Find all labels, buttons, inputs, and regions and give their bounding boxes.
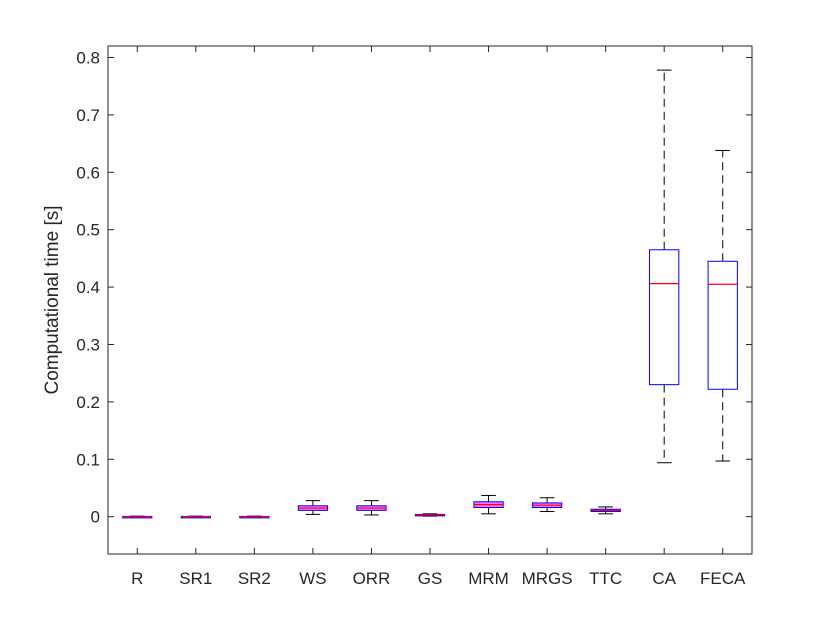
box-sr2 xyxy=(239,515,270,519)
y-axis-label: Computational time [s] xyxy=(42,205,63,394)
box-feca xyxy=(707,149,738,462)
box-ttc xyxy=(590,506,621,515)
x-tick-label: TTC xyxy=(589,569,622,588)
box-mrm xyxy=(473,494,504,515)
x-tick-label: ORR xyxy=(353,569,391,588)
y-tick-label: 0.3 xyxy=(76,335,100,354)
y-tick-label: 0.6 xyxy=(76,163,100,182)
y-axis: 0 0.1 0.2 0.3 0.4 0.5 0.6 0.7 0.8 xyxy=(76,48,752,527)
y-tick-label: 0.2 xyxy=(76,393,100,412)
x-tick-label: R xyxy=(131,569,143,588)
x-tick-label: FECA xyxy=(700,569,746,588)
x-tick-label: WS xyxy=(299,569,326,588)
x-tick-label: MRM xyxy=(468,569,509,588)
x-tick-label: SR2 xyxy=(238,569,271,588)
y-tick-label: 0.1 xyxy=(76,450,100,469)
x-tick-label: MRGS xyxy=(522,569,573,588)
box-orr xyxy=(356,500,387,516)
x-tick-label: GS xyxy=(418,569,443,588)
box-gs xyxy=(414,513,446,517)
box-ca xyxy=(649,69,680,464)
x-tick-label: SR1 xyxy=(179,569,212,588)
iqr-box xyxy=(649,249,680,386)
y-tick-label: 0.5 xyxy=(76,221,100,240)
y-tick-label: 0 xyxy=(91,508,100,527)
x-tick-label: CA xyxy=(652,569,676,588)
box-r xyxy=(122,515,153,519)
y-tick-label: 0.7 xyxy=(76,106,100,125)
y-tick-label: 0.4 xyxy=(76,278,100,297)
x-axis: R SR1 SR2 WS ORR GS MRM MRGS TTC CA FECA xyxy=(131,46,746,588)
boxes-group xyxy=(122,69,738,519)
box-sr1 xyxy=(180,515,211,519)
y-tick-label: 0.8 xyxy=(76,48,100,67)
box-ws xyxy=(297,500,329,515)
iqr-box xyxy=(707,260,738,390)
box-mrgs xyxy=(531,497,563,513)
